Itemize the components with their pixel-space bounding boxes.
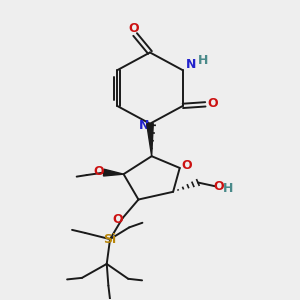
Polygon shape (147, 124, 153, 156)
Text: O: O (207, 97, 218, 110)
Text: Si: Si (103, 233, 117, 246)
Text: N: N (139, 119, 149, 132)
Text: O: O (113, 213, 123, 226)
Text: O: O (128, 22, 139, 35)
Text: N: N (186, 58, 196, 71)
Text: H: H (222, 182, 233, 195)
Polygon shape (103, 169, 124, 176)
Text: O: O (182, 159, 192, 172)
Text: O: O (214, 180, 224, 193)
Text: O: O (93, 165, 104, 178)
Text: H: H (197, 55, 208, 68)
